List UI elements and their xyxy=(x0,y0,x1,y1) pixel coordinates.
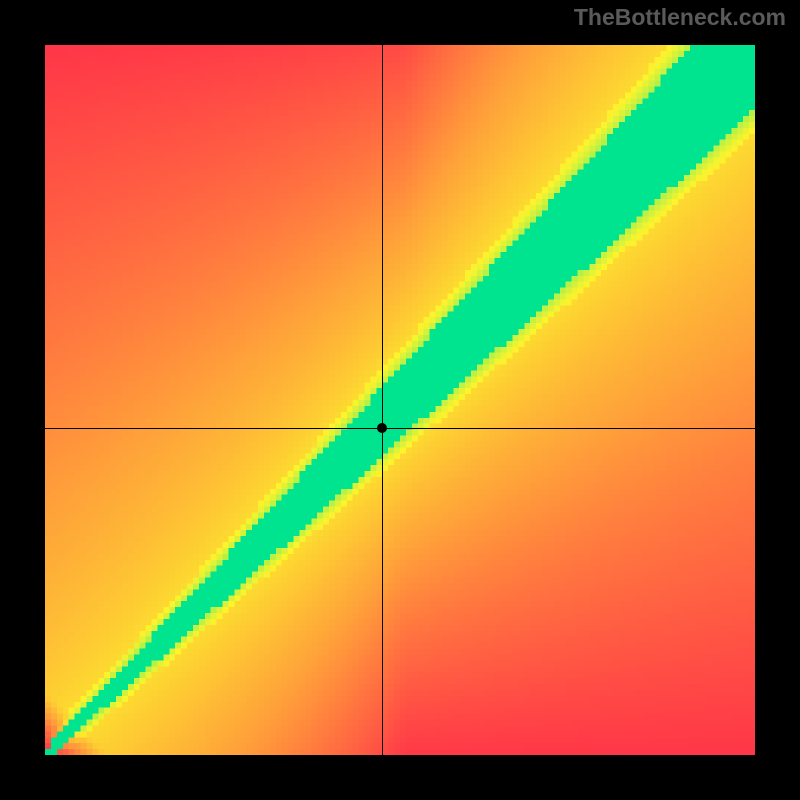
crosshair-horizontal xyxy=(45,428,755,429)
heatmap-canvas xyxy=(45,45,755,755)
watermark-text: TheBottleneck.com xyxy=(574,4,786,31)
crosshair-marker xyxy=(377,423,387,433)
chart-container: TheBottleneck.com xyxy=(0,0,800,800)
heatmap-plot xyxy=(45,45,755,755)
crosshair-vertical xyxy=(382,45,383,755)
